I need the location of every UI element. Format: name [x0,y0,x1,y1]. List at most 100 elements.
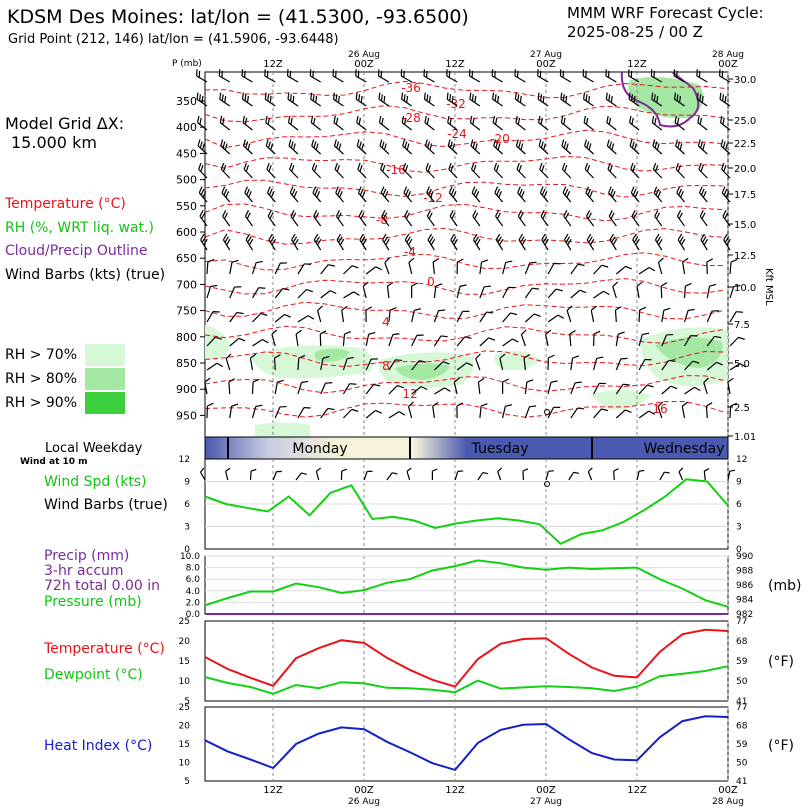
wind-barb [252,312,268,323]
wind-barb [590,305,597,323]
wind-barb [585,186,595,203]
wind-barb [615,383,630,395]
wind-barb [386,281,394,299]
wind-barb [311,162,322,179]
rh-80-swatch [85,368,125,390]
wind-barb [220,139,231,155]
grid-spacing: 15.000 km [11,133,97,152]
isotherm-label-1: -32 [446,97,466,111]
rh-90-label: RH > 90% [5,395,78,411]
wind-right-3: 9 [736,478,742,488]
top-tick-4: 12Z [627,59,647,70]
temperature-label: Temperature (°C) [44,641,165,657]
wind-barb [719,115,731,131]
wind-barb [433,309,446,323]
kft-label-6: 12.5 [734,251,756,262]
wind-barb [309,69,321,83]
wind-barb [615,357,628,371]
isotherm-3 [204,155,726,173]
cross-section-barbs [196,69,747,419]
wind-barb [660,282,668,299]
wind-barb [401,92,412,107]
wind-barb [310,92,322,107]
surface-wind-barb [406,467,412,481]
heat-f-right-1: 50 [736,759,748,769]
wind-barb [388,333,400,347]
isotherm-2 [204,129,726,149]
temp-left-4: 25 [179,617,190,627]
wind-barb [547,354,555,371]
p-label-900: 900 [176,383,197,396]
wind-barb [229,286,242,299]
wind-barb [229,403,239,419]
wind-barb [312,186,322,203]
bottom-date-2: 28 Aug [712,797,744,807]
wind-barb [229,259,239,275]
forecast-cycle: 2025-08-25 / 00 Z [567,23,703,41]
kft-label-3: 20.0 [734,164,756,175]
wind-barb [729,362,747,371]
wind-barb [343,291,360,299]
wind-barb [381,210,390,227]
wind-barb [592,330,601,347]
wind-barb [697,139,708,155]
isotherm-1 [204,105,726,123]
wind-barb [518,233,527,251]
wind-barb [653,186,663,203]
top-date-1: 27 Aug [530,50,562,60]
wind-barb [472,210,481,227]
wind-barb [615,331,625,347]
wind-barb [632,233,640,251]
temp-left-2: 15 [179,657,190,667]
wind-barb [196,69,208,83]
wind-barb [471,186,481,203]
calm-marker [544,409,550,415]
bottom-tick-5: 00Z [718,785,738,796]
rh-shade-0 [205,325,230,360]
rh-70-swatch [85,344,125,366]
bottom-date-1: 27 Aug [530,797,562,807]
wind-barb [219,115,231,131]
wind-barb [630,162,640,179]
wind-barb [652,162,663,179]
wind-barb [479,403,488,419]
wind-barb [661,333,674,347]
wind-barb [638,358,652,371]
wind-barb [251,260,263,275]
wind-right-2: 6 [736,500,742,510]
wind-barb [628,92,640,107]
wind-barb [537,92,549,107]
wind-barb [332,69,344,83]
surface-wind-barb [363,470,373,481]
heat-left-3: 20 [179,722,191,732]
wind-barb [636,281,643,299]
wind-barb [297,263,312,275]
wind-barb [358,210,367,227]
p-label-700: 700 [176,278,197,291]
wind-barb [524,287,539,299]
wind-barb [365,306,373,323]
surface-wind-barb [727,469,736,481]
wind-barb [477,377,485,395]
wind-left-4: 12 [179,455,190,465]
wind-barb [470,139,481,155]
wind-barb [311,139,322,155]
heat-index-line [204,715,729,772]
wind-barb [547,406,561,419]
wind-barb [365,331,376,347]
wind-barb [538,139,549,155]
wind-barb [514,69,526,83]
surface-wind-barb [568,471,580,481]
pressure-unit: (mb) [768,578,802,594]
wind-barb [650,69,663,83]
wind-barb [540,210,549,227]
wind-barb [379,139,390,155]
wind-barb [729,311,743,323]
wind-barb [356,115,367,131]
wind-barb [520,329,527,347]
surface-wind-barb [587,467,593,481]
p-label-400: 400 [176,121,197,134]
wind-barb [206,258,215,275]
surface-wind-barb [431,468,438,480]
